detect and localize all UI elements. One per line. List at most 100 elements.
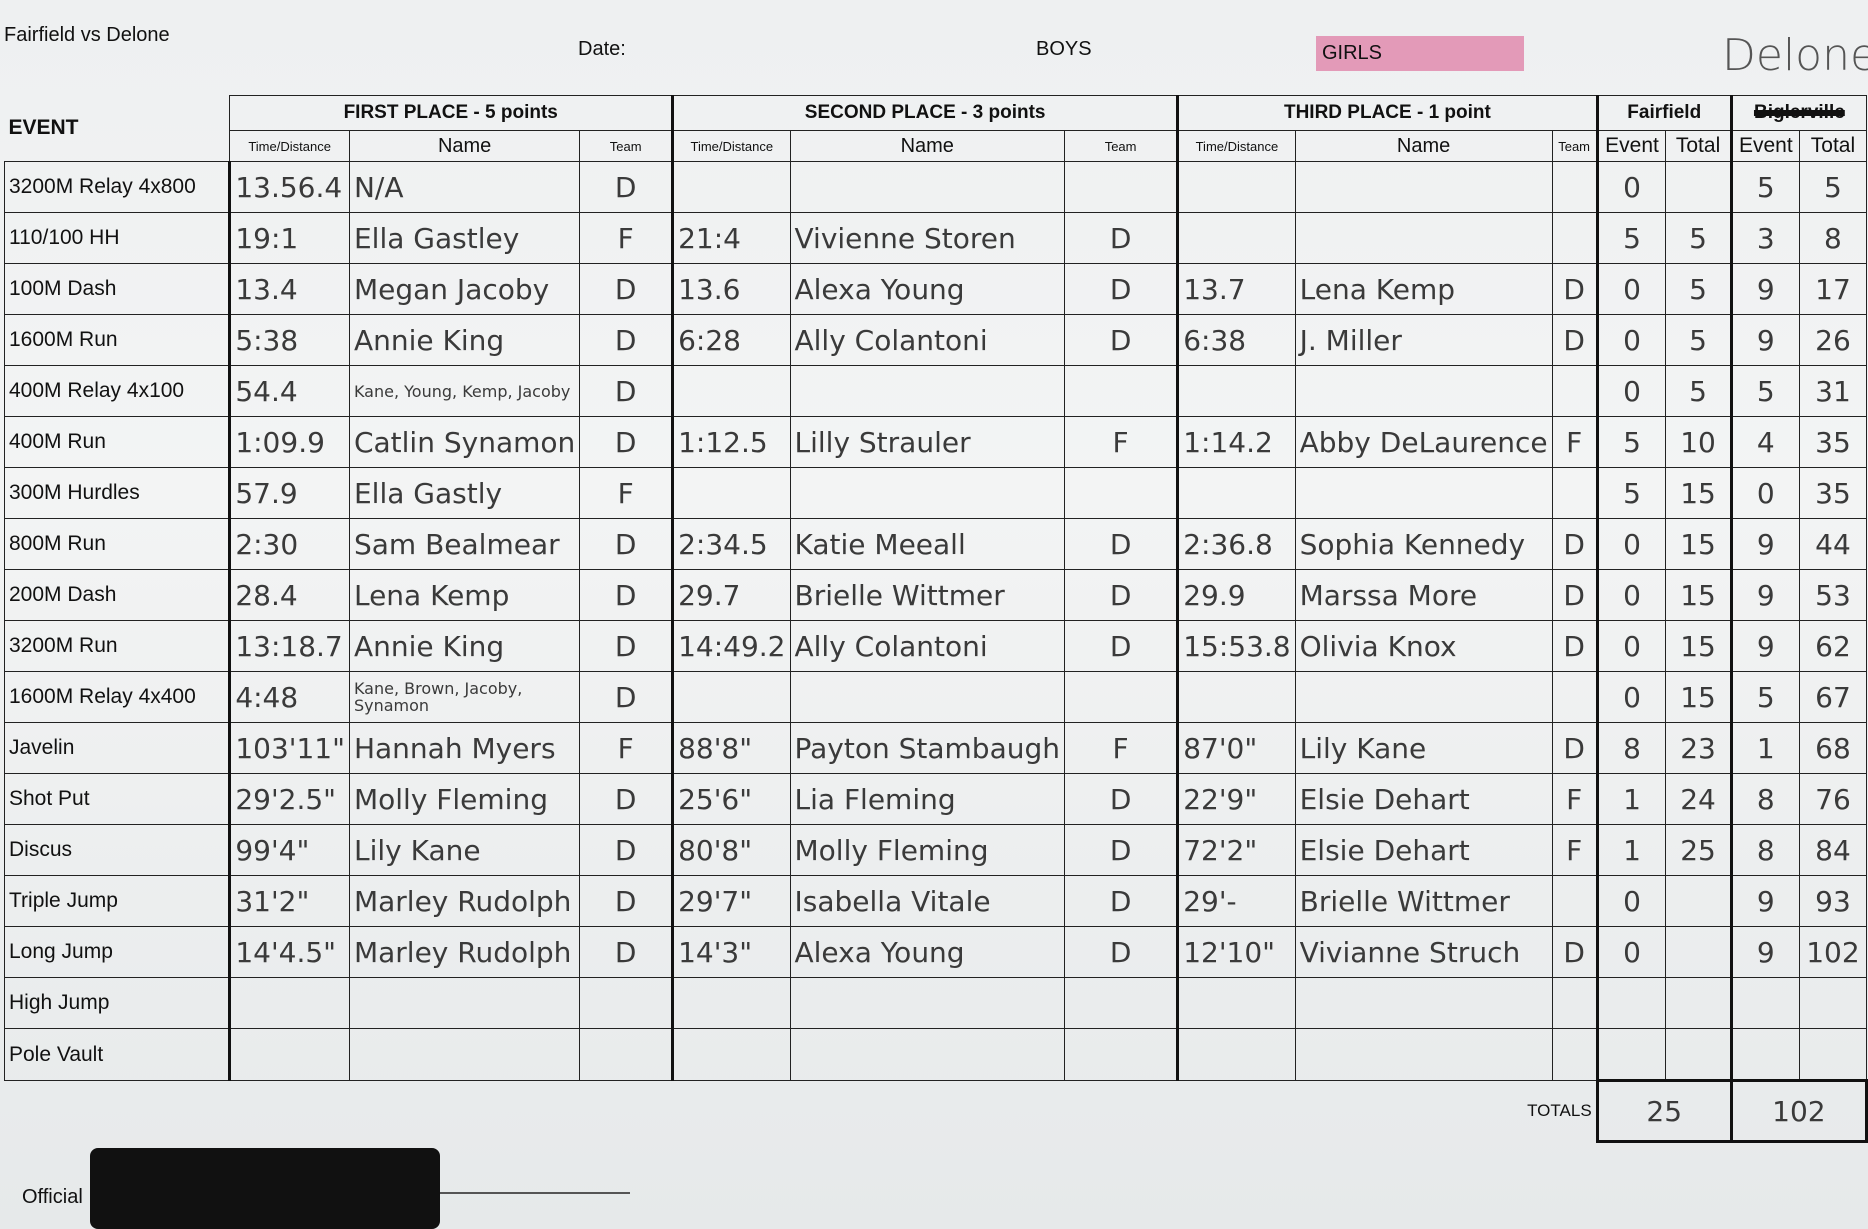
second-place-name: Brielle Wittmer (789, 569, 1065, 621)
first-place-name: Catlin Synamon (348, 416, 581, 468)
first-place-time: 4:48 (228, 671, 350, 723)
fairfield-event-points (1595, 1028, 1667, 1081)
event-row: 400M Relay 4x100 54.4 Kane, Young, Kemp, J… (3, 365, 1868, 417)
first-place-name: Megan Jacoby (348, 263, 581, 315)
event-row: Pole Vault (3, 1028, 1868, 1081)
second-place-time: 25'6" (671, 773, 791, 825)
score-total-header: Total (1665, 130, 1732, 162)
first-place-time: 54.4 (228, 365, 350, 417)
second-place-team (1063, 161, 1179, 213)
delone-running-total: 68 (1798, 722, 1868, 774)
first-place-time: 57.9 (228, 467, 350, 519)
first-place-team: D (579, 518, 674, 570)
girls-label: GIRLS (1316, 36, 1524, 71)
delone-event-points: 8 (1729, 824, 1800, 876)
event-name: 3200M Relay 4x800 (3, 161, 231, 213)
second-place-time (671, 671, 791, 723)
third-place-team: F (1551, 416, 1598, 468)
delone-event-points: 5 (1729, 365, 1800, 417)
delone-event-points: 9 (1729, 569, 1800, 621)
first-place-time: 31'2" (228, 875, 350, 927)
second-place-team: D (1063, 314, 1179, 366)
delone-event-points: 9 (1729, 314, 1800, 366)
first-place-name: Kane, Brown, Jacoby, Synamon (348, 671, 581, 723)
team-header: Team (579, 130, 674, 162)
first-place-team: F (579, 467, 674, 519)
second-place-team: D (1063, 263, 1179, 315)
second-place-name: Alexa Young (789, 926, 1065, 978)
score-event-header: Event (1595, 130, 1667, 162)
fairfield-running-total: 15 (1665, 518, 1732, 570)
name-header: Name (1294, 130, 1553, 162)
third-place-name: Marssa More (1294, 569, 1553, 621)
event-row: 110/100 HH 19:1 Ella Gastley F 21:4 Vivienne … (3, 212, 1868, 264)
third-place-time: 13.7 (1176, 263, 1296, 315)
delone-event-points: 3 (1729, 212, 1800, 264)
first-place-name: Molly Fleming (348, 773, 581, 825)
event-row: Shot Put 29'2.5" Molly Fleming D 25'6" Lia Fl… (3, 773, 1868, 825)
second-place-name: Alexa Young (789, 263, 1065, 315)
delone-grand-total: 102 (1729, 1079, 1868, 1143)
second-place-team: D (1063, 875, 1179, 927)
first-place-team: D (579, 620, 674, 672)
delone-event-points: 1 (1729, 722, 1800, 774)
third-place-name: Elsie Dehart (1294, 824, 1553, 876)
second-place-name: Katie Meeall (789, 518, 1065, 570)
third-place-team: D (1551, 569, 1598, 621)
second-place-time: 21:4 (671, 212, 791, 264)
second-place-time (671, 365, 791, 417)
first-place-team: D (579, 773, 674, 825)
event-row: Discus 99'4" Lily Kane D 80'8" Molly Fleming D… (3, 824, 1868, 876)
delone-event-points: 5 (1729, 161, 1800, 213)
biglerville-header: Biglerville (1729, 95, 1868, 131)
delone-running-total: 31 (1798, 365, 1868, 417)
fairfield-grand-total: 25 (1595, 1079, 1733, 1143)
time-header: Time/Distance (671, 130, 791, 162)
event-name: 200M Dash (3, 569, 231, 621)
delone-running-total: 8 (1798, 212, 1868, 264)
third-place-header: THIRD PLACE - 1 point (1176, 95, 1598, 131)
second-place-time: 14:49.2 (671, 620, 791, 672)
second-place-time (671, 467, 791, 519)
second-place-time (671, 161, 791, 213)
third-place-name: Abby DeLaurence (1294, 416, 1553, 468)
second-place-name: Ally Colantoni (789, 620, 1065, 672)
second-place-name: Payton Stambaugh (789, 722, 1065, 774)
delone-running-total: 5 (1798, 161, 1868, 213)
event-name: 300M Hurdles (3, 467, 231, 519)
third-place-name (1294, 671, 1553, 723)
second-place-team: D (1063, 212, 1179, 264)
second-place-time: 14'3" (671, 926, 791, 978)
fairfield-running-total: 5 (1665, 314, 1732, 366)
event-row: Javelin 103'11" Hannah Myers F 88'8" Payton S… (3, 722, 1868, 774)
first-place-time: 103'11" (228, 722, 350, 774)
time-header: Time/Distance (229, 130, 350, 162)
fairfield-running-total: 5 (1665, 365, 1732, 417)
delone-event-points: 9 (1729, 620, 1800, 672)
first-place-time: 2:30 (228, 518, 350, 570)
delone-running-total (1798, 1028, 1868, 1081)
first-place-team: F (579, 722, 674, 774)
event-name: 110/100 HH (3, 212, 231, 264)
fairfield-running-total: 10 (1665, 416, 1732, 468)
first-place-team: D (579, 569, 674, 621)
second-place-time: 2:34.5 (671, 518, 791, 570)
fairfield-running-total: 24 (1665, 773, 1732, 825)
fairfield-running-total: 5 (1665, 263, 1732, 315)
event-row: 3200M Run 13:18.7 Annie King D 14:49.2 Ally C… (3, 620, 1868, 672)
third-place-time: 2:36.8 (1176, 518, 1296, 570)
event-name: 400M Relay 4x100 (3, 365, 231, 417)
third-place-time: 12'10" (1176, 926, 1296, 978)
score-event-header: Event (1729, 130, 1800, 162)
first-place-name: Annie King (348, 314, 581, 366)
first-place-name: N/A (348, 161, 581, 213)
fairfield-event-points: 5 (1595, 212, 1667, 264)
third-place-team (1551, 1028, 1598, 1081)
fairfield-event-points: 1 (1595, 824, 1667, 876)
second-place-name: Lia Fleming (789, 773, 1065, 825)
fairfield-header: Fairfield (1595, 95, 1732, 131)
second-place-name (789, 977, 1065, 1029)
time-header: Time/Distance (1176, 130, 1296, 162)
third-place-time (1176, 467, 1296, 519)
fairfield-event-points: 5 (1595, 467, 1667, 519)
